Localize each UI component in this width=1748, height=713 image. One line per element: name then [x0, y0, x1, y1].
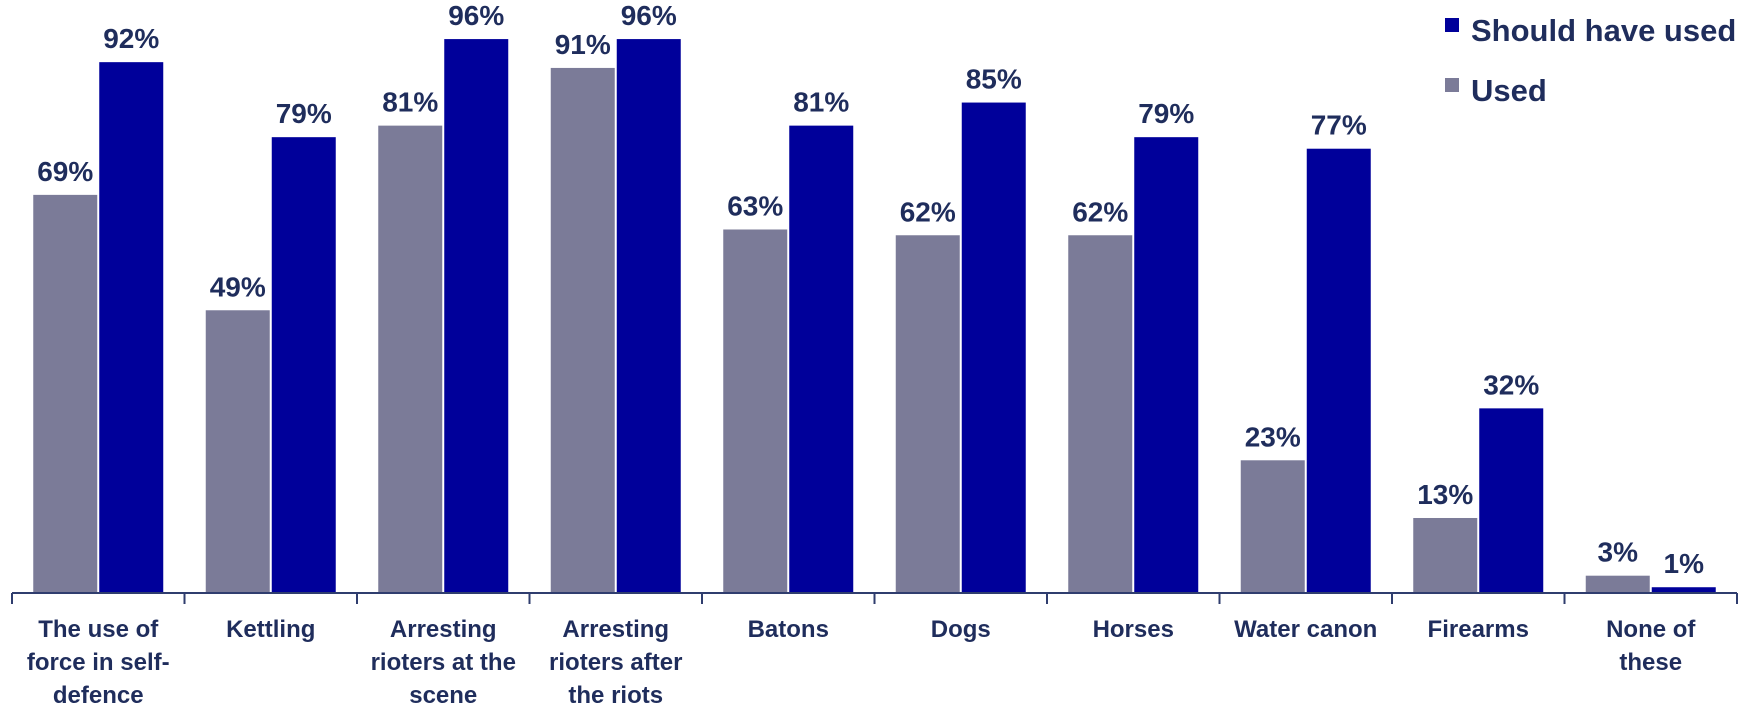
category-label: Horses: [1093, 616, 1174, 643]
data-label-used: 3%: [1598, 537, 1639, 568]
bar-used-batons: [723, 229, 788, 594]
bar-used-none-of-these: [1585, 575, 1650, 593]
data-label-should-have-used: 77%: [1311, 110, 1367, 141]
bar-should-have-used-dogs: [961, 102, 1026, 594]
bar-used-kettling: [205, 310, 270, 593]
bar-should-have-used-batons: [789, 125, 854, 593]
data-label-used: 62%: [1072, 196, 1128, 227]
bar-should-have-used-arresting-rioters-after-the-riots: [616, 39, 681, 593]
data-label-should-have-used: 79%: [1138, 98, 1194, 129]
data-label-should-have-used: 32%: [1483, 369, 1539, 400]
bar-should-have-used-firearms: [1479, 408, 1544, 593]
category-label: Water canon: [1234, 616, 1377, 643]
legend-item-used: Used: [1445, 73, 1547, 108]
data-labels-group: 69% 92% 49% 79% 81% 96% 91% 96% 63% 81% 62% 85% 62% 7…: [37, 0, 1704, 579]
legend-label: Should have used: [1471, 13, 1736, 48]
bar-used-water-canon: [1240, 460, 1305, 593]
data-label-used: 81%: [382, 87, 438, 118]
data-label-used: 63%: [727, 190, 783, 221]
bar-used-arresting-rioters-at-the-scene: [378, 125, 443, 593]
data-label-used: 62%: [900, 196, 956, 227]
bar-should-have-used-the-use-of-force-in-self-defence: [99, 62, 164, 594]
bar-used-arresting-rioters-after-the-riots: [550, 67, 615, 594]
category-label: Firearms: [1428, 616, 1529, 643]
legend: Should have used Used: [1445, 13, 1736, 108]
bar-used-dogs: [895, 235, 960, 593]
data-label-used: 91%: [555, 29, 611, 60]
bar-should-have-used-none-of-these: [1651, 587, 1716, 593]
data-label-should-have-used: 81%: [793, 87, 849, 118]
bar-should-have-used-arresting-rioters-at-the-scene: [444, 39, 509, 593]
data-label-used: 69%: [37, 156, 93, 187]
data-label-should-have-used: 96%: [448, 0, 504, 31]
bar-should-have-used-water-canon: [1306, 148, 1371, 593]
data-label-should-have-used: 85%: [966, 64, 1022, 95]
category-label: Arresting rioters after the riots: [549, 616, 682, 709]
category-label: The use of force in self-defence: [27, 616, 170, 709]
legend-swatch: [1445, 18, 1459, 32]
data-label-used: 13%: [1417, 479, 1473, 510]
legend-label: Used: [1471, 73, 1547, 108]
data-label-should-have-used: 92%: [103, 23, 159, 54]
bar-should-have-used-kettling: [271, 137, 336, 594]
data-label-used: 49%: [210, 271, 266, 302]
bar-used-horses: [1068, 235, 1133, 593]
category-label: Kettling: [226, 616, 315, 643]
bar-should-have-used-horses: [1134, 137, 1199, 594]
legend-swatch: [1445, 78, 1459, 92]
data-label-used: 23%: [1245, 421, 1301, 452]
bar-used-firearms: [1413, 517, 1478, 593]
data-label-should-have-used: 79%: [276, 98, 332, 129]
legend-item-should-have-used: Should have used: [1445, 13, 1736, 48]
data-label-should-have-used: 96%: [621, 0, 677, 31]
data-label-should-have-used: 1%: [1664, 548, 1705, 579]
bar-used-the-use-of-force-in-self-defence: [33, 194, 98, 593]
x-axis: [11, 592, 1738, 604]
bars-group: [33, 39, 1716, 594]
category-label: Batons: [748, 616, 829, 643]
category-label: None of these: [1606, 616, 1696, 676]
category-label: Arresting rioters at the scene: [371, 616, 516, 709]
category-labels-group: The use of force in self-defence Kettling A…: [27, 616, 1697, 709]
category-label: Dogs: [931, 616, 991, 643]
